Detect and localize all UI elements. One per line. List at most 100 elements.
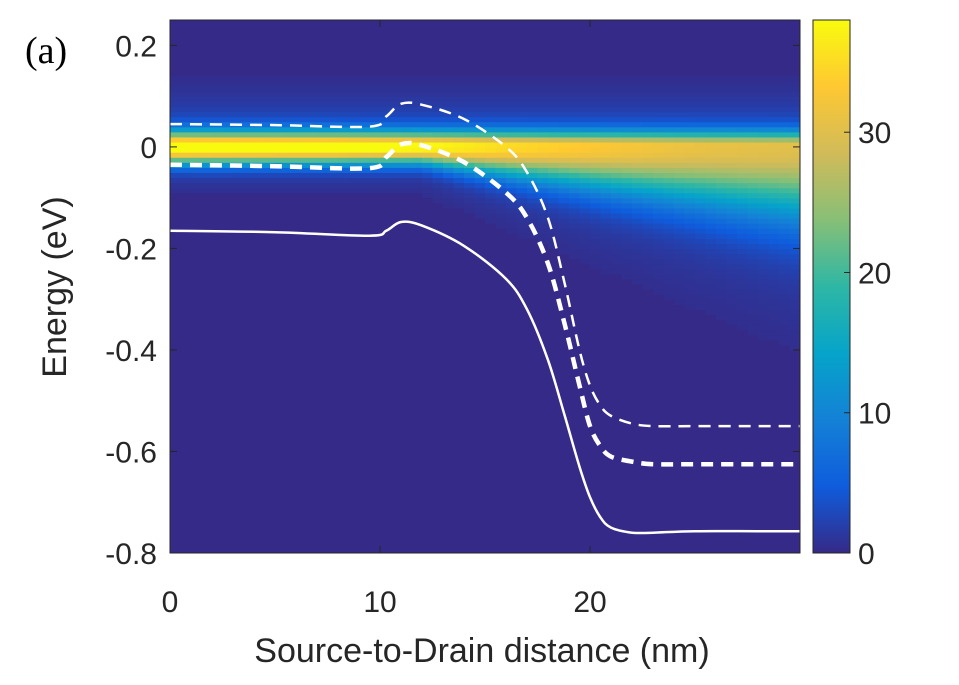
heatmap-cell <box>558 141 570 148</box>
heatmap-cell <box>726 233 738 239</box>
heatmap-cell <box>789 228 800 234</box>
heatmap-cell <box>464 177 476 184</box>
heatmap-cell <box>747 197 759 204</box>
heatmap-cell <box>306 96 318 102</box>
heatmap-cell <box>726 278 738 285</box>
heatmap-cell <box>768 223 780 229</box>
heatmap-cell <box>558 177 570 184</box>
heatmap-cell <box>737 263 749 270</box>
heatmap-cell <box>590 157 602 163</box>
heatmap-cell <box>275 116 287 123</box>
heatmap-cell <box>191 80 203 87</box>
heatmap-cell <box>254 146 266 153</box>
heatmap-cell <box>569 253 581 260</box>
heatmap-cell <box>632 228 644 234</box>
heatmap-cell <box>632 207 644 214</box>
heatmap-cell <box>432 80 444 87</box>
heatmap-cell <box>537 101 549 107</box>
heatmap-cell <box>390 146 402 153</box>
heatmap-cell <box>548 131 560 138</box>
heatmap-cell <box>485 187 497 194</box>
heatmap-cell <box>275 80 287 87</box>
heatmap-cell <box>789 136 800 143</box>
heatmap-cell <box>611 121 623 128</box>
heatmap-cell <box>390 141 402 148</box>
heatmap-cell <box>684 101 696 107</box>
heatmap-cell <box>716 299 728 305</box>
heatmap-cell <box>663 146 675 153</box>
heatmap-cell <box>212 172 224 179</box>
heatmap-cell <box>380 91 392 97</box>
heatmap-cell <box>663 197 675 204</box>
heatmap-cell <box>632 268 644 275</box>
heatmap-cell <box>674 263 686 270</box>
heatmap-cell <box>338 91 350 97</box>
heatmap-cell <box>674 207 686 214</box>
heatmap-cell <box>411 131 423 138</box>
heatmap-cell <box>747 101 759 107</box>
heatmap-cell <box>653 162 665 168</box>
heatmap-cell <box>737 197 749 204</box>
heatmap-cell <box>495 223 507 229</box>
heatmap-cell <box>789 187 800 194</box>
heatmap-cell <box>779 253 791 260</box>
heatmap-cell <box>600 85 612 92</box>
heatmap-cell <box>254 141 266 148</box>
heatmap-cell <box>401 131 413 138</box>
heatmap-cell <box>170 75 182 82</box>
heatmap-cell <box>600 111 612 118</box>
heatmap-cell <box>590 75 602 82</box>
heatmap-cell <box>716 223 728 229</box>
heatmap-cell <box>684 192 696 199</box>
heatmap-cell <box>243 157 255 163</box>
heatmap-cell <box>758 243 770 250</box>
heatmap-cell <box>180 187 192 194</box>
heatmap-cell <box>516 91 528 97</box>
heatmap-cell <box>768 228 780 234</box>
heatmap-cell <box>632 187 644 194</box>
heatmap-cell <box>611 85 623 92</box>
heatmap-cell <box>453 177 465 184</box>
heatmap-cell <box>317 75 329 82</box>
heatmap-cell <box>579 248 591 255</box>
heatmap-cell <box>327 177 339 184</box>
heatmap-cell <box>758 126 770 133</box>
heatmap-cell <box>180 131 192 138</box>
heatmap-cell <box>527 111 539 118</box>
heatmap-cell <box>380 101 392 107</box>
heatmap-cell <box>285 177 297 184</box>
heatmap-cell <box>558 121 570 128</box>
heatmap-cell <box>348 172 360 179</box>
heatmap-cell <box>495 151 507 158</box>
heatmap-cell <box>695 197 707 204</box>
heatmap-cell <box>705 212 717 219</box>
heatmap-cell <box>327 136 339 143</box>
heatmap-cell <box>453 126 465 133</box>
heatmap-cell <box>747 228 759 234</box>
heatmap-cell <box>600 141 612 148</box>
heatmap-cell <box>768 329 780 336</box>
heatmap-cell <box>779 334 791 341</box>
heatmap-cell <box>653 111 665 118</box>
heatmap-cell <box>705 253 717 260</box>
heatmap-cell <box>747 319 759 326</box>
heatmap-cell <box>464 192 476 199</box>
heatmap-cell <box>537 75 549 82</box>
heatmap-cell <box>548 116 560 123</box>
heatmap-cell <box>768 101 780 107</box>
heatmap-cell <box>653 233 665 239</box>
heatmap-cell <box>317 162 329 168</box>
heatmap-cell <box>611 151 623 158</box>
heatmap-cell <box>506 172 518 179</box>
heatmap-cell <box>747 96 759 102</box>
heatmap-cell <box>474 172 486 179</box>
heatmap-cell <box>674 253 686 260</box>
heatmap-cell <box>558 162 570 168</box>
heatmap-cell <box>327 126 339 133</box>
heatmap-cell <box>684 167 696 173</box>
heatmap-cell <box>569 116 581 123</box>
heatmap-cell <box>737 238 749 245</box>
heatmap-cell <box>737 294 749 300</box>
heatmap-cell <box>600 263 612 270</box>
